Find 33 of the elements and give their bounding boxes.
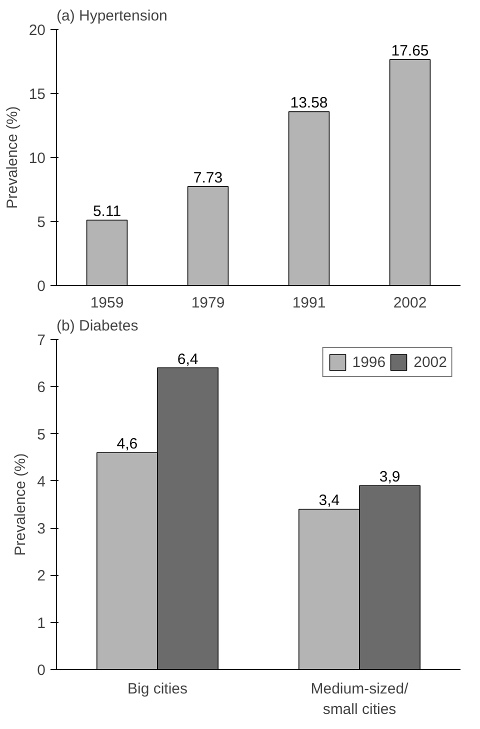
x-tick-label: 1991 xyxy=(292,294,326,312)
y-tick-label: 15 xyxy=(28,86,46,103)
legend-label: 2002 xyxy=(414,354,447,370)
y-tick-label: 0 xyxy=(37,278,46,295)
y-tick-label: 20 xyxy=(28,22,46,39)
data-label: 4,6 xyxy=(116,436,138,453)
legend-label: 1996 xyxy=(352,354,386,370)
y-tick-label: 10 xyxy=(28,150,46,167)
x-tick-label: 1959 xyxy=(90,294,124,312)
y-tick-label: 6 xyxy=(37,379,46,396)
chart-title: (b) Diabetes xyxy=(56,318,138,334)
y-tick-label: 3 xyxy=(37,520,46,538)
data-label: 17.65 xyxy=(391,42,429,60)
y-tick-label: 5 xyxy=(37,214,46,231)
y-tick-label: 2 xyxy=(37,568,46,585)
y-tick-label: 1 xyxy=(37,614,46,632)
data-label: 3,9 xyxy=(379,468,400,486)
data-label: 7.73 xyxy=(193,170,223,187)
y-axis-title: Prevalence (%) xyxy=(12,453,30,556)
x-tick-label: Medium-sized/ small cities xyxy=(310,680,410,718)
x-tick-label: 1979 xyxy=(191,294,225,312)
y-axis-title: Prevalence (%) xyxy=(4,106,21,209)
x-tick-label: Big cities xyxy=(127,680,188,698)
y-tick-label: 4 xyxy=(37,473,46,490)
data-label: 5.11 xyxy=(92,203,122,220)
y-tick-label: 0 xyxy=(37,662,46,679)
x-tick-label: 2002 xyxy=(393,294,427,312)
data-label: 3,4 xyxy=(318,492,340,510)
chart-title: (a) Hypertension xyxy=(56,8,168,24)
y-tick-label: 7 xyxy=(37,332,46,349)
y-tick-label: 5 xyxy=(37,426,46,444)
data-label: 6,4 xyxy=(177,350,198,368)
data-label: 13.58 xyxy=(290,94,328,112)
